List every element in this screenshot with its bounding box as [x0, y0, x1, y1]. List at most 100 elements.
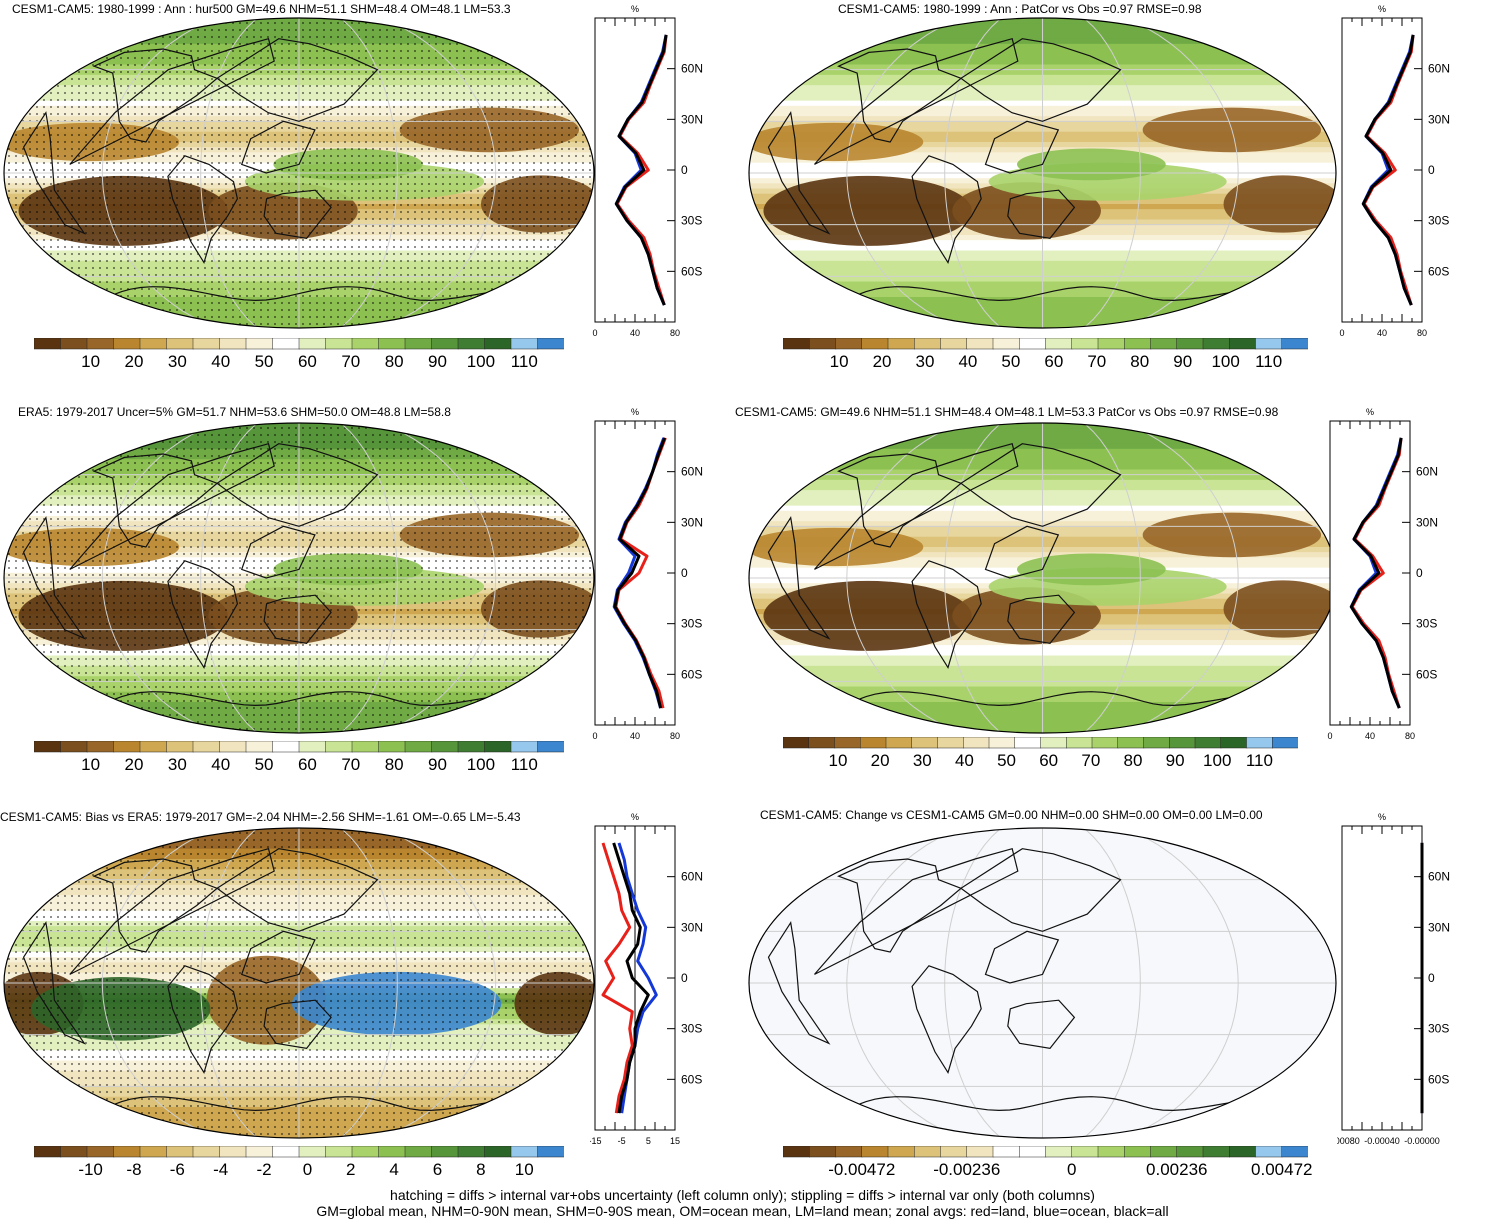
colorbar-swatch: [245, 741, 274, 753]
zonal-frame: [1341, 825, 1423, 1131]
zonal-xtick-label: 40: [1365, 731, 1375, 741]
colorbar-swatch: [1194, 737, 1222, 749]
colorbar-swatch: [404, 1146, 433, 1158]
colorbar-swatch: [510, 338, 539, 350]
colorbar-swatch: [192, 741, 221, 753]
colorbar-swatch: [219, 338, 247, 350]
lat-label: 0: [681, 566, 688, 580]
colorbar-swatch: [166, 338, 194, 350]
colorbar-swatch: [351, 741, 380, 753]
colorbar-tick-label: 60: [1044, 352, 1064, 371]
lat-label: 60N: [1428, 870, 1450, 884]
colorbar-swatch: [1124, 1146, 1152, 1158]
colorbar-tick-label: 10: [81, 755, 101, 774]
zonal-unit-label: %: [1378, 812, 1386, 822]
colorbar-swatch: [1019, 1146, 1047, 1158]
zonal-frame: [594, 420, 676, 726]
colorbar: [783, 1146, 1308, 1158]
colorbar-swatch: [809, 338, 837, 350]
colorbar-swatch: [1071, 338, 1099, 350]
colorbar-swatch: [537, 1146, 564, 1158]
colorbar-swatch: [1150, 1146, 1178, 1158]
colorbar-swatch: [298, 1146, 327, 1158]
coastlines: [22, 442, 518, 707]
zonal-xtick-label: 40: [1377, 328, 1387, 338]
zonal-mean-plot: % 60N 30N 0 30S 60S 0 40 80: [1339, 4, 1450, 338]
zonal-xtick-label: 80: [670, 328, 680, 338]
colorbar-labels: -10 -8 -6 -4 -2 0 2 4 6 8 10: [34, 1160, 564, 1182]
zonal-xtick-label: 5: [646, 1136, 651, 1146]
zonal-mean-plot: % 60N 30N 0 30S 60S 0 40 80: [1327, 407, 1438, 741]
colorbar-swatch: [1281, 338, 1308, 350]
colorbar-swatch: [272, 1146, 300, 1158]
colorbar-swatch: [139, 1146, 168, 1158]
colorbar-tick-label: 20: [124, 755, 144, 774]
lat-label: 60N: [1428, 62, 1450, 76]
zonal-unit-label: %: [1366, 407, 1374, 417]
map-border: [3, 17, 595, 329]
colorbar-swatch: [1169, 737, 1196, 749]
colorbar-swatch: [940, 1146, 968, 1158]
zonal-line-all: [612, 842, 650, 1114]
colorbar-swatch: [272, 338, 300, 350]
colorbar-tick-label: 0: [1067, 1160, 1077, 1179]
zonal-frame: [594, 17, 676, 323]
colorbar-tick-label: 4: [389, 1160, 399, 1179]
colorbar-swatch: [1014, 737, 1042, 749]
panel-title: CESM1-CAM5: GM=49.6 NHM=51.1 SHM=48.4 OM…: [735, 405, 1279, 419]
colorbar-tick-label: 100: [466, 352, 496, 371]
coastlines: [22, 847, 518, 1112]
colorbar-tick-label: 100: [1203, 751, 1232, 770]
lat-label: 30N: [1428, 920, 1450, 934]
coastlines: [22, 37, 518, 302]
colorbar-swatch: [325, 1146, 353, 1158]
zonal-unit-label: %: [631, 4, 639, 14]
map: [748, 827, 1337, 1139]
colorbar-swatch: [963, 737, 990, 749]
lat-label: 30N: [1428, 112, 1450, 126]
colorbar-swatch: [1040, 737, 1067, 749]
colorbar-swatch: [887, 1146, 915, 1158]
colorbar-swatch: [914, 1146, 942, 1158]
colorbar-tick-label: 6: [432, 1160, 443, 1179]
zonal-unit-label: %: [1378, 4, 1386, 14]
colorbar-tick-label: 70: [341, 755, 361, 774]
colorbar-tick-label: 90: [428, 352, 447, 371]
panel-change: CESM1-CAM5: Change vs CESM1-CAM5 GM=0.00…: [745, 808, 1485, 1188]
colorbar-swatch: [1097, 1146, 1125, 1158]
colorbar-swatch: [219, 1146, 247, 1158]
colorbar-swatch: [219, 741, 247, 753]
lat-label: 60S: [681, 667, 702, 681]
colorbar-swatch: [1176, 1146, 1204, 1158]
map-border: [3, 422, 595, 734]
colorbar-swatch: [1281, 1146, 1308, 1158]
colorbar-tick-label: -2: [256, 1160, 272, 1179]
map-border: [748, 827, 1337, 1139]
colorbar-tick-label: 0.00472: [1251, 1160, 1313, 1179]
colorbar-swatch: [60, 338, 88, 350]
colorbar-swatch: [86, 1146, 115, 1158]
zonal-xtick-label: 0: [1327, 731, 1332, 741]
colorbar-swatch: [1229, 1146, 1257, 1158]
colorbar-tick-label: -6: [169, 1160, 185, 1179]
colorbar-swatch: [887, 338, 915, 350]
zonal-xtick-label: -0.00000: [1404, 1136, 1440, 1146]
panel-title: CESM1-CAM5: 1980-1999 : Ann : hur500 GM=…: [12, 2, 511, 16]
colorbar-swatch: [113, 741, 141, 753]
colorbar-swatch: [966, 338, 994, 350]
colorbar: [34, 1146, 564, 1158]
colorbar-swatch: [404, 338, 433, 350]
panel-title: CESM1-CAM5: Bias vs ERA5: 1979-2017 GM=-…: [0, 810, 521, 824]
colorbar-swatch: [966, 1146, 994, 1158]
colorbar-swatch: [1066, 737, 1093, 749]
panel-model-patcor: CESM1-CAM5: GM=49.6 NHM=51.1 SHM=48.4 OM…: [735, 403, 1485, 798]
panel-hur500-model: CESM1-CAM5: 1980-1999 : Ann : hur500 GM=…: [0, 0, 745, 395]
zonal-xtick-label: -0.00040: [1364, 1136, 1400, 1146]
colorbar-swatch: [139, 741, 168, 753]
colorbar-swatch: [378, 338, 406, 350]
colorbar-swatch: [1255, 1146, 1283, 1158]
colorbar-swatch: [484, 338, 512, 350]
colorbar-swatch: [1229, 338, 1257, 350]
colorbar-swatch: [1097, 338, 1125, 350]
graticule: [4, 423, 594, 733]
